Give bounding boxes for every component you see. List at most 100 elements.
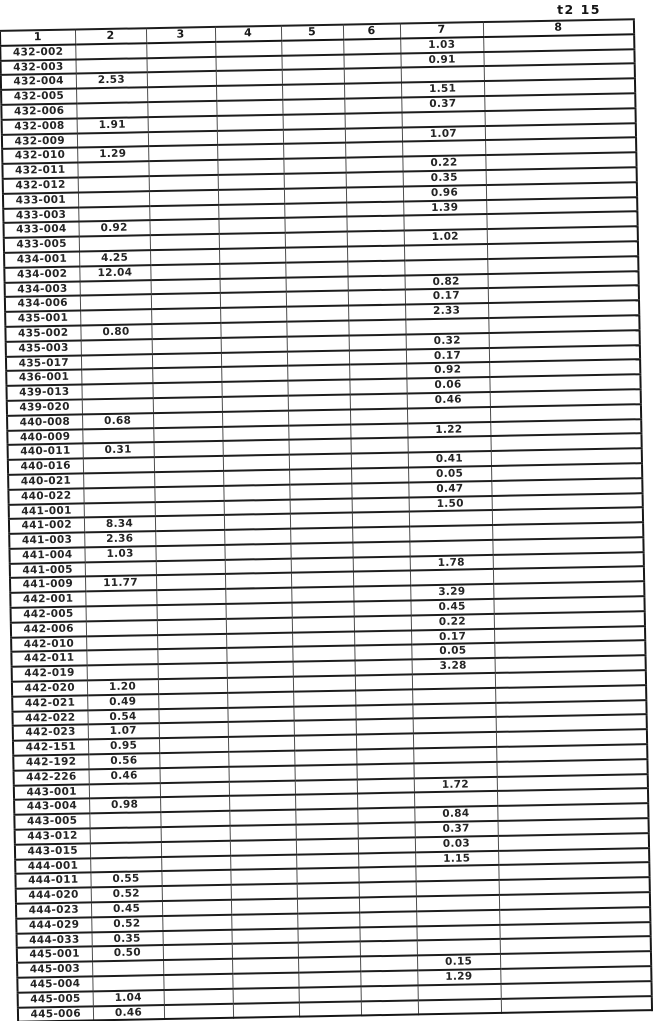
- value-cell-col4: [224, 528, 291, 545]
- value-cell-col2: 2.53: [75, 72, 148, 89]
- value-cell-col3: [158, 692, 228, 709]
- value-cell-col4: [224, 543, 291, 560]
- value-cell-col5: [296, 853, 359, 870]
- value-cell-col7: 0.37: [414, 820, 498, 838]
- value-cell-col4: [219, 247, 286, 264]
- value-cell-col8: [500, 995, 653, 1014]
- value-cell-col5: [285, 276, 348, 293]
- value-cell-col7: [407, 436, 491, 453]
- value-cell-col2: 0.54: [87, 708, 159, 725]
- value-cell-col2: [85, 590, 157, 607]
- value-cell-col6: [356, 748, 414, 765]
- value-cell-col3: [151, 322, 221, 339]
- value-cell-col5: [286, 335, 349, 352]
- value-cell-col6: [355, 689, 413, 706]
- value-cell-col6: [345, 141, 403, 158]
- value-cell-col5: [284, 202, 347, 219]
- value-cell-col6: [354, 674, 413, 691]
- value-cell-col5: [289, 498, 352, 514]
- value-cell-col7: [414, 791, 498, 808]
- value-cell-col3: [157, 677, 228, 694]
- value-cell-col5: [291, 601, 354, 618]
- value-cell-col3: [162, 914, 232, 931]
- code-cell: 432-010: [2, 147, 78, 165]
- value-cell-col2: [82, 457, 155, 474]
- value-cell-col7: [409, 539, 493, 557]
- value-cell-col3: [150, 278, 220, 295]
- value-cell-col4: [227, 691, 294, 708]
- value-cell-col3: [161, 899, 232, 916]
- value-cell-col2: [75, 43, 147, 60]
- value-cell-col2: 11.77: [84, 575, 157, 592]
- value-cell-col4: [217, 158, 284, 175]
- value-cell-col2: 4.25: [79, 250, 151, 267]
- code-cell: 444-011: [15, 872, 91, 889]
- value-cell-col3: [158, 737, 229, 754]
- value-cell-col3: [150, 293, 221, 310]
- value-cell-col7: 0.17: [404, 288, 489, 305]
- value-cell-col6: [358, 852, 416, 868]
- code-cell: 442-019: [11, 665, 87, 682]
- value-cell-col6: [353, 585, 411, 602]
- value-cell-col6: [344, 127, 403, 143]
- value-cell-col7: 1.72: [413, 776, 497, 793]
- code-cell: 432-011: [2, 162, 78, 179]
- value-cell-col2: [89, 827, 161, 844]
- value-cell-col6: [360, 970, 418, 987]
- value-cell-col2: 0.45: [90, 901, 163, 918]
- value-cell-col5: [298, 956, 361, 973]
- code-cell: 443-015: [14, 843, 91, 860]
- value-cell-col7: 0.47: [408, 480, 492, 497]
- value-cell-col4: [216, 99, 283, 116]
- value-cell-col6: [356, 778, 415, 794]
- code-cell: 441-004: [9, 547, 85, 564]
- code-cell: 445-003: [17, 961, 93, 978]
- value-cell-col3: [163, 958, 233, 976]
- value-cell-col3: [147, 115, 217, 132]
- value-cell-col3: [160, 840, 231, 857]
- value-cell-col6: [360, 985, 418, 1002]
- value-cell-col6: [356, 763, 414, 780]
- value-cell-col6: [347, 260, 405, 277]
- value-cell-col5: [287, 409, 351, 426]
- value-cell-col7: 1.29: [417, 968, 501, 986]
- value-cell-col3: [161, 870, 231, 887]
- value-cell-col6: [348, 334, 406, 351]
- value-cell-col7: 0.91: [400, 51, 484, 68]
- code-cell: 434-003: [4, 281, 80, 298]
- value-cell-col6: [349, 408, 408, 425]
- value-cell-col7: 0.45: [410, 599, 494, 616]
- value-cell-col3: [155, 544, 225, 561]
- value-cell-col2: [81, 368, 153, 385]
- value-cell-col5: [292, 675, 356, 692]
- value-cell-col4: [217, 144, 284, 161]
- value-cell-col6: [355, 718, 413, 735]
- code-cell: 436-001: [6, 369, 82, 386]
- value-cell-col4: [219, 292, 287, 309]
- value-cell-col7: 0.82: [404, 273, 488, 290]
- value-cell-col5: [294, 764, 357, 781]
- value-cell-col5: [294, 749, 357, 766]
- value-cell-col7: [413, 746, 497, 764]
- value-cell-col6: [346, 201, 404, 217]
- code-cell: 445-006: [17, 1005, 94, 1021]
- value-cell-col5: [291, 586, 354, 603]
- value-cell-col4: [221, 366, 288, 383]
- value-cell-col2: [85, 605, 157, 622]
- value-cell-col7: 1.22: [407, 421, 491, 438]
- value-cell-col2: [78, 205, 150, 222]
- value-cell-col5: [284, 231, 347, 248]
- code-cell: 440-011: [7, 443, 83, 460]
- value-cell-col5: [293, 719, 356, 736]
- value-cell-col3: [162, 929, 232, 946]
- value-cell-col3: [154, 485, 224, 502]
- code-cell: 434-002: [4, 266, 80, 283]
- value-cell-col5: [291, 616, 355, 633]
- value-cell-col4: [222, 425, 289, 442]
- code-cell: 441-001: [8, 502, 84, 520]
- value-cell-col6: [357, 822, 415, 839]
- page-number-label: t2 15: [557, 2, 601, 17]
- value-cell-col2: [89, 841, 162, 859]
- value-cell-col7: [400, 66, 484, 83]
